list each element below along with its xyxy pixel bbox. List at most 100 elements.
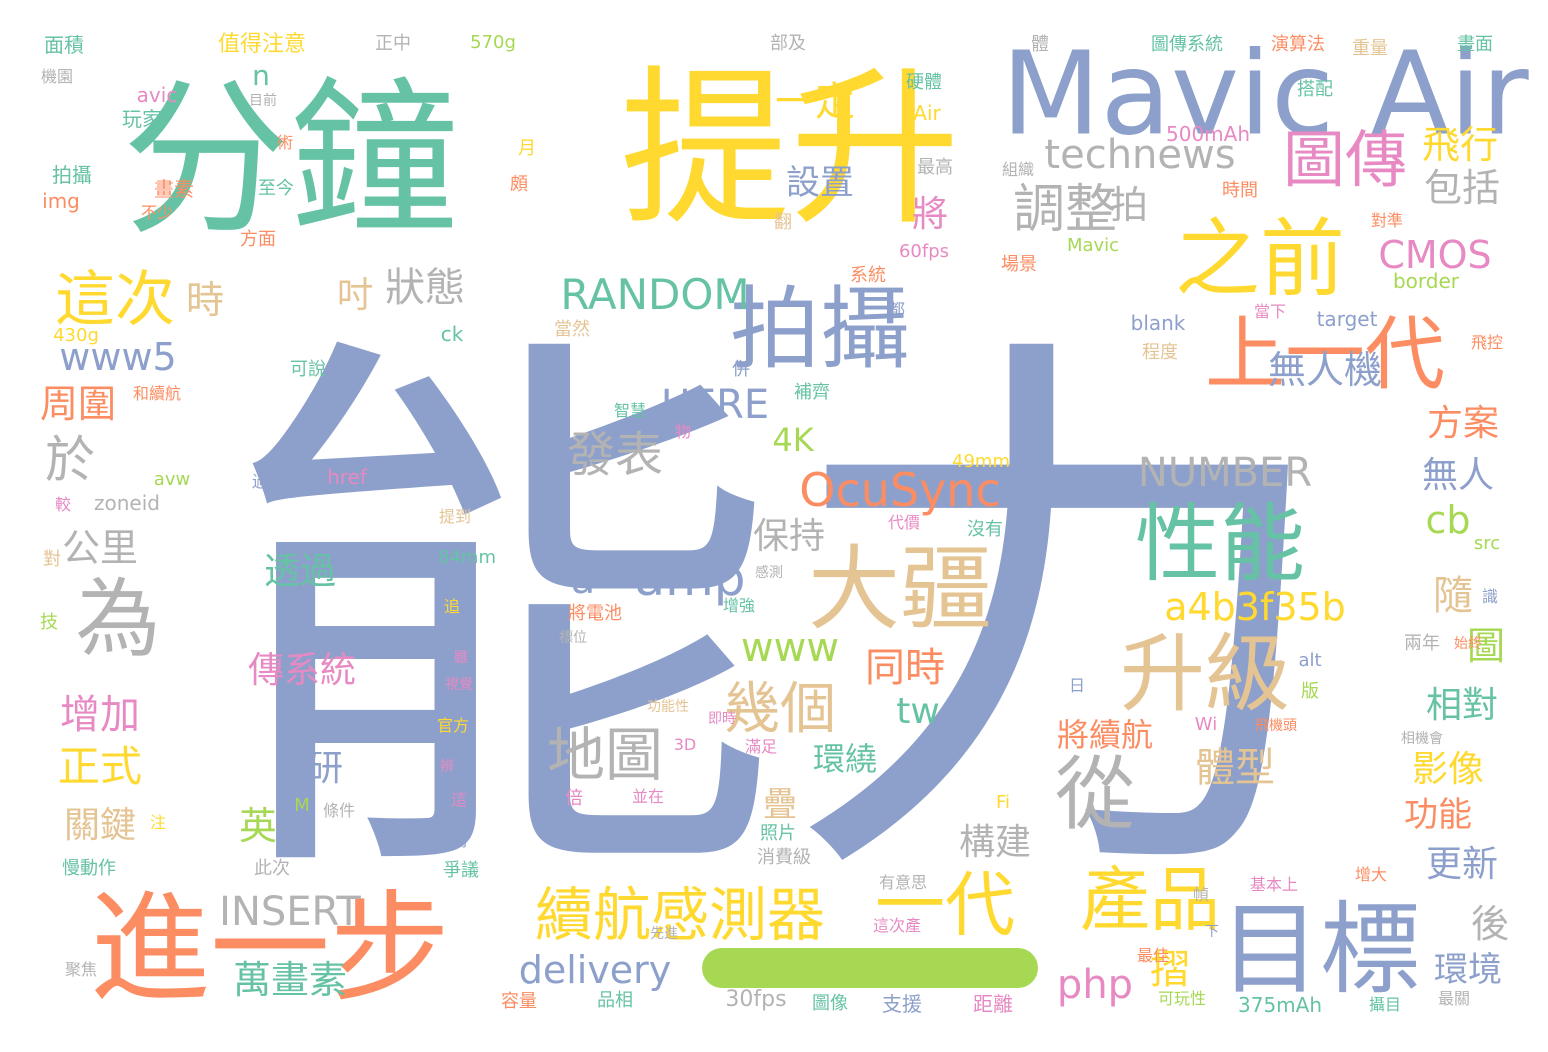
cloud-word: 相對	[1425, 685, 1499, 726]
cloud-word: 環境	[1434, 950, 1502, 990]
cloud-word: border	[1392, 269, 1460, 293]
cloud-word: 最高	[917, 157, 953, 178]
cloud-word: 部及	[770, 33, 806, 54]
cloud-word: 幀	[1192, 885, 1210, 904]
cloud-word: tw	[896, 691, 940, 732]
cloud-word: blank	[1130, 311, 1186, 335]
cloud-word: 智慧	[613, 401, 647, 420]
cloud-word: 狀態	[385, 265, 465, 311]
cloud-word: 升級	[1119, 625, 1291, 725]
cloud-word: 日	[1068, 676, 1086, 695]
cloud-word: 聚焦	[64, 960, 98, 979]
cloud-word: 攝目	[1368, 995, 1402, 1014]
cloud-word: alt	[1298, 650, 1322, 671]
cloud-word: 可說	[290, 359, 326, 380]
cloud-word: 不少	[140, 203, 174, 222]
cloud-word: 飛行	[1421, 123, 1499, 167]
cloud-word: 後	[1470, 902, 1510, 946]
cloud-word: 摺	[1150, 947, 1190, 993]
cloud-word: 30fps	[725, 987, 787, 1012]
cloud-word: 拍	[1109, 183, 1149, 227]
cloud-word: 同時	[865, 645, 945, 691]
cloud-word: 畫素	[154, 177, 194, 201]
cloud-word: 品相	[597, 990, 633, 1011]
cloud-word: 規劃	[434, 831, 468, 850]
cloud-word: 這次	[55, 265, 175, 335]
cloud-word: 產品	[1080, 859, 1220, 941]
cloud-word: 爭議	[443, 860, 479, 881]
cloud-word: 將續航	[1056, 716, 1154, 754]
cloud-word: 公里	[61, 526, 139, 570]
cloud-word: 當然	[554, 319, 590, 340]
cloud-word: 為	[75, 570, 161, 670]
cloud-word: 這次產	[872, 916, 922, 935]
cloud-word: 飛機頭	[1255, 718, 1297, 734]
cloud-word: 發表	[566, 427, 664, 483]
cloud-word: 識	[1479, 588, 1498, 604]
cloud-word: 可玩性	[1157, 989, 1207, 1008]
cloud-word: 能力	[220, 294, 1340, 946]
cloud-word: 透過	[263, 551, 337, 592]
cloud-word: 方面	[240, 229, 276, 250]
cloud-word: 月	[518, 138, 536, 159]
cloud-word: 畫面	[1457, 34, 1493, 55]
cloud-word: 倍	[565, 788, 583, 809]
cloud-word: 當下	[1253, 302, 1287, 321]
cloud-word: 375mAh	[1237, 993, 1323, 1017]
cloud-word: 分鐘	[122, 62, 458, 258]
cloud-word: 功能性	[647, 699, 689, 715]
cloud-word: 設置	[786, 163, 854, 203]
cloud-word: 物	[674, 422, 692, 441]
cloud-word: 拍攝	[730, 277, 910, 382]
cloud-word: 程度	[1142, 342, 1178, 363]
cloud-word: 官方	[436, 716, 470, 735]
cloud-word: 無人機	[1267, 348, 1383, 392]
cloud-word: 重量	[1352, 38, 1388, 59]
cloud-word: 萬畫素	[232, 958, 348, 1002]
cloud-word: 硬體	[906, 72, 942, 93]
cloud-word: 追	[443, 597, 461, 616]
cloud-word: 正式	[57, 742, 143, 791]
cloud-word: 環繞	[812, 740, 878, 778]
cloud-word: 更新	[1425, 844, 1499, 885]
cloud-word: 於	[45, 431, 95, 489]
cloud-word: 最關	[1437, 989, 1471, 1008]
cloud-word: Wi	[1194, 714, 1218, 735]
cloud-word: 技	[40, 612, 58, 633]
cloud-word: INSERT	[219, 889, 361, 935]
cloud-word: 提到	[438, 507, 472, 526]
cloud-word: href	[327, 465, 367, 489]
cloud-word: 面積	[44, 33, 84, 57]
cloud-word: Fi	[995, 792, 1011, 813]
cloud-word: 值得注意	[217, 32, 307, 57]
cloud-word: 500mAh	[1165, 122, 1251, 146]
cloud-word: 圖傳	[1282, 123, 1408, 196]
cloud-word: 距離	[973, 992, 1013, 1016]
cloud-word: HERE	[660, 382, 770, 428]
cloud-word: 提升	[619, 51, 961, 249]
cloud-word: cb	[1425, 498, 1471, 542]
cloud-word: 飛控	[1470, 333, 1504, 352]
cloud-word: 容量	[501, 991, 537, 1012]
cloud-word: NUMBER	[1137, 450, 1313, 496]
cloud-word: 增強	[722, 596, 756, 615]
cloud-word: CMOS	[1378, 233, 1492, 277]
cloud-word: 組織	[1001, 160, 1035, 179]
cloud-word: avic	[136, 83, 178, 107]
cloud-word: 對	[43, 549, 61, 570]
cloud-word: 併	[732, 359, 750, 380]
cloud-word: 性能	[1134, 495, 1306, 595]
cloud-word: 方案	[1426, 403, 1500, 444]
cloud-word: 相機會	[1401, 731, 1443, 747]
cloud-word: RANDOM	[560, 270, 750, 319]
cloud-word: 49mm	[952, 451, 1010, 472]
cloud-word: 圖像	[812, 993, 848, 1014]
cloud-word: src	[1473, 533, 1501, 554]
cloud-word: 疊	[763, 785, 797, 825]
cloud-word: 上一代	[1205, 308, 1445, 401]
cloud-word: ck	[440, 322, 464, 346]
cloud-word: 3D	[673, 735, 697, 754]
cloud-word: 構建	[958, 822, 1032, 863]
cloud-word: 將電池	[568, 603, 622, 624]
